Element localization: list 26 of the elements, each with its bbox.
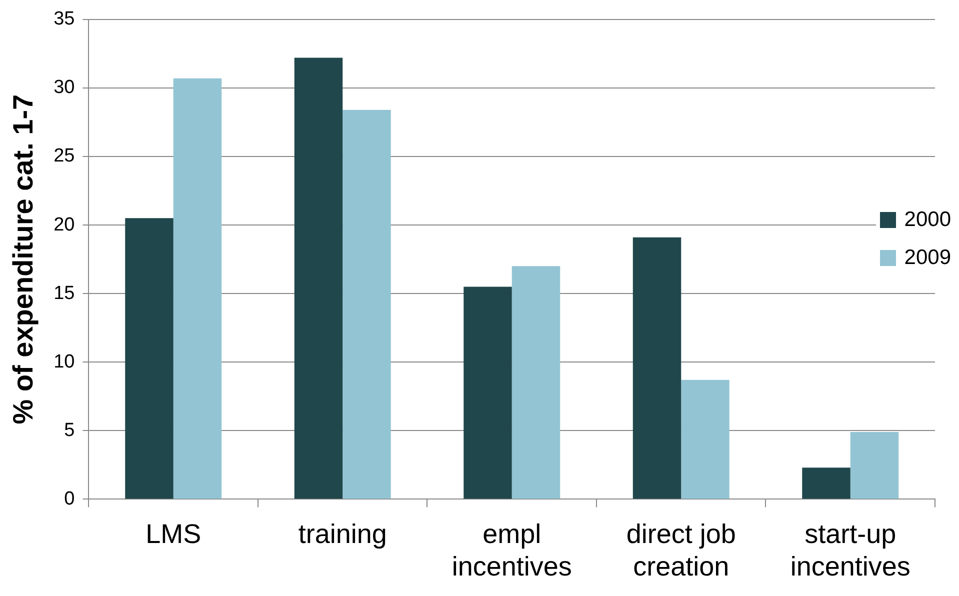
bar xyxy=(850,432,899,499)
x-tick-label: LMS xyxy=(146,518,202,549)
y-tick-label: 15 xyxy=(54,282,75,304)
y-tick-label: 30 xyxy=(54,77,75,98)
x-tick-label: empl incentives xyxy=(452,518,572,582)
y-tick-label: 20 xyxy=(54,214,75,236)
y-tick-label: 10 xyxy=(54,351,75,372)
y-axis-title: % of expenditure cat. 1-7 xyxy=(8,94,39,424)
bar xyxy=(342,110,391,499)
bar xyxy=(681,380,730,499)
x-tick-label: training xyxy=(298,518,387,549)
bar xyxy=(125,218,174,499)
y-tick-label: 25 xyxy=(54,146,75,167)
y-tick-label: 5 xyxy=(64,420,75,441)
x-tick-label: direct job creation xyxy=(626,518,736,582)
bar xyxy=(802,468,850,499)
legend-label: 2009 xyxy=(904,246,951,270)
bar xyxy=(294,58,343,499)
legend-label: 2000 xyxy=(904,208,951,232)
y-tick-label: 35 xyxy=(54,8,75,30)
x-tick-label: start-up incentives xyxy=(790,518,910,582)
bar xyxy=(632,237,682,499)
bar xyxy=(464,286,512,499)
y-tick-label: 0 xyxy=(64,488,75,510)
bar xyxy=(512,266,560,499)
bar xyxy=(173,78,222,499)
